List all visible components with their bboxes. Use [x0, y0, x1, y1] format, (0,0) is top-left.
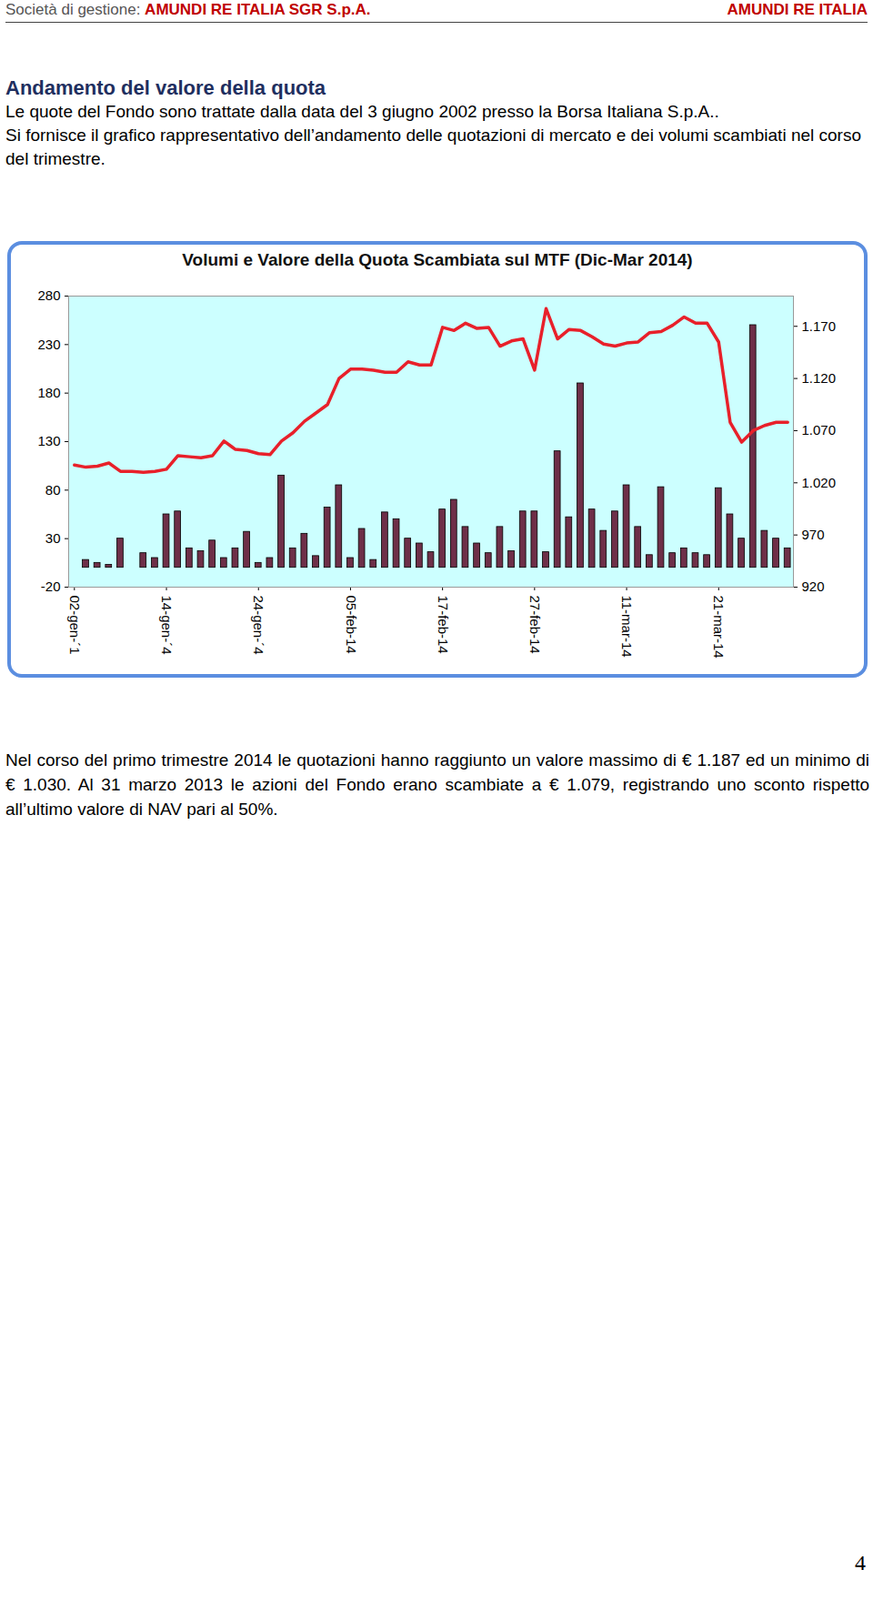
- svg-text:920: 920: [802, 578, 825, 594]
- svg-text:11-mar-14: 11-mar-14: [619, 595, 635, 658]
- html-text:Nel corso del primo trimestre: Nel corso del primo trimestre 2014 le qu…: [5, 750, 870, 819]
- svg-text:130: 130: [37, 432, 61, 449]
- svg-text:24-gen-´4: 24-gen-´4: [250, 595, 267, 655]
- svg-text:17-feb-14: 17-feb-14: [435, 595, 452, 654]
- svg-text:14-gen-´4: 14-gen-´4: [159, 595, 175, 655]
- svg-text:1.170: 1.170: [802, 318, 837, 334]
- svg-text:180: 180: [37, 384, 61, 401]
- html-text:Le quote del Fondo sono tratta: Le quote del Fondo sono trattate dalla d…: [5, 101, 720, 121]
- html-text:Si fornisce il grafico rappres: Si fornisce il grafico rappresentativo d…: [5, 125, 862, 169]
- html-text:4: 4: [854, 1550, 866, 1575]
- html-text:Andamento del valore della quo: Andamento del valore della quota: [5, 76, 326, 100]
- svg-text:80: 80: [45, 481, 61, 498]
- svg-text:30: 30: [45, 530, 61, 546]
- svg-text:02-gen-´1: 02-gen-´1: [67, 595, 83, 655]
- svg-text:230: 230: [37, 336, 61, 352]
- html-text:AMUNDI RE ITALIA: AMUNDI RE ITALIA: [726, 0, 868, 19]
- svg-text:27-feb-14: 27-feb-14: [527, 595, 543, 654]
- svg-text:05-feb-14: 05-feb-14: [343, 595, 360, 654]
- svg-text:1.120: 1.120: [802, 370, 837, 386]
- html-text:Società di gestione: AMUNDI RE: Società di gestione: AMUNDI RE ITALIA SG…: [5, 0, 371, 19]
- svg-text:1.070: 1.070: [802, 421, 837, 438]
- svg-text:970: 970: [802, 526, 825, 542]
- svg-text:1.020: 1.020: [802, 474, 837, 491]
- svg-text:280: 280: [37, 287, 61, 303]
- svg-text:21-mar-14: 21-mar-14: [711, 595, 727, 659]
- html-text:Volumi e Valore della Quota Sc: Volumi e Valore della Quota Scambiata su…: [182, 250, 693, 270]
- svg-text:-20: -20: [40, 578, 61, 594]
